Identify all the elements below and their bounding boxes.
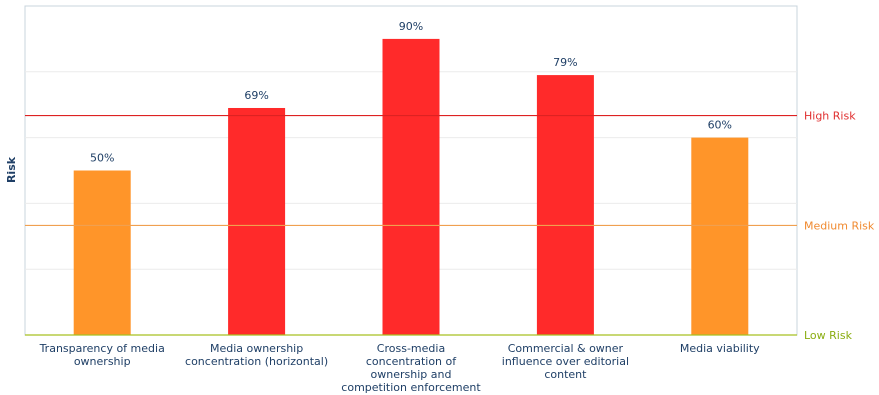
bar bbox=[228, 107, 286, 336]
bar-value-label: 79% bbox=[553, 56, 577, 69]
bar-value-label: 69% bbox=[244, 89, 268, 102]
reference-line-label: Low Risk bbox=[804, 329, 853, 342]
bar-value-label: 60% bbox=[708, 119, 732, 132]
reference-lines: High Risk Medium Risk Low Risk bbox=[25, 110, 875, 342]
category-label: Media viability bbox=[680, 342, 760, 355]
bar-value-label: 50% bbox=[90, 152, 114, 165]
bars bbox=[73, 38, 749, 336]
bar bbox=[73, 170, 131, 335]
y-axis-title: Risk bbox=[5, 156, 18, 183]
bar-value-label: 90% bbox=[399, 20, 423, 33]
category-labels: Transparency of media ownership Media owne… bbox=[39, 342, 761, 394]
category-label: Cross-media concentration of ownership and… bbox=[341, 342, 481, 394]
value-labels: 50% 69% 90% 79% 60% bbox=[90, 20, 732, 165]
bar bbox=[691, 137, 749, 335]
category-label: Commercial & owner influence over editori… bbox=[502, 342, 629, 381]
category-label: Transparency of media ownership bbox=[39, 342, 165, 368]
reference-line-label: Medium Risk bbox=[804, 219, 875, 232]
bar bbox=[382, 38, 440, 336]
reference-line-label: High Risk bbox=[804, 110, 856, 123]
bar bbox=[536, 75, 594, 335]
category-label: Media ownership concentration (horizontal… bbox=[185, 342, 328, 368]
